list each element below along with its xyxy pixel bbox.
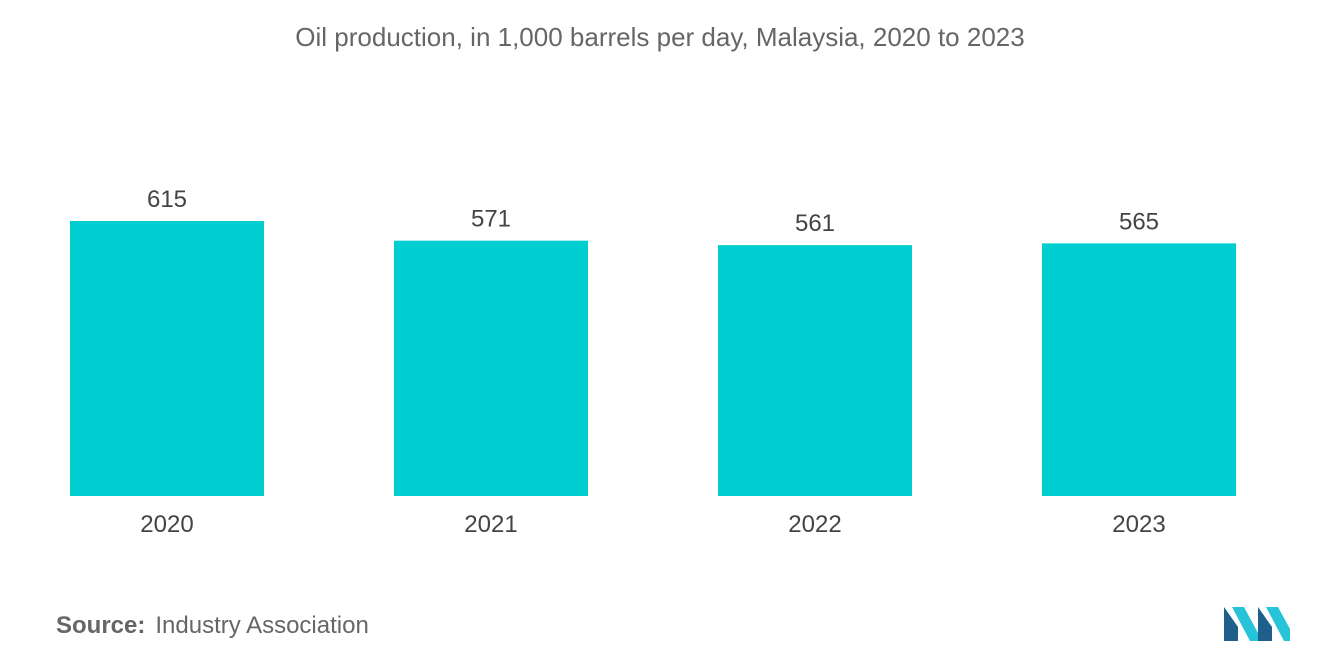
- value-label-2023: 565: [1119, 208, 1159, 235]
- source-note: Source: Industry Association: [56, 612, 369, 640]
- value-label-2021: 571: [471, 206, 511, 233]
- x-tick-label-2021: 2021: [464, 511, 517, 538]
- source-label: Source:: [56, 612, 146, 639]
- value-label-2022: 561: [795, 210, 835, 237]
- value-label-2020: 615: [147, 186, 187, 213]
- mordor-logo-icon: [1224, 607, 1290, 641]
- x-tick-label-2023: 2023: [1112, 511, 1165, 538]
- x-tick-label-2022: 2022: [788, 511, 841, 538]
- x-tick-label-2020: 2020: [140, 511, 193, 538]
- x-tick-labels-layer: 2020 2021 2022 2023: [140, 511, 1165, 538]
- bar-2023: [1042, 243, 1236, 496]
- chart-title: Oil production, in 1,000 barrels per day…: [295, 22, 1025, 52]
- bar-2022: [718, 245, 912, 496]
- bar-2020: [70, 221, 264, 496]
- source-text: Industry Association: [155, 612, 369, 639]
- bars-layer: [70, 221, 1236, 496]
- bar-2021: [394, 240, 588, 496]
- value-labels-layer: 615 571 561 565: [147, 186, 1159, 237]
